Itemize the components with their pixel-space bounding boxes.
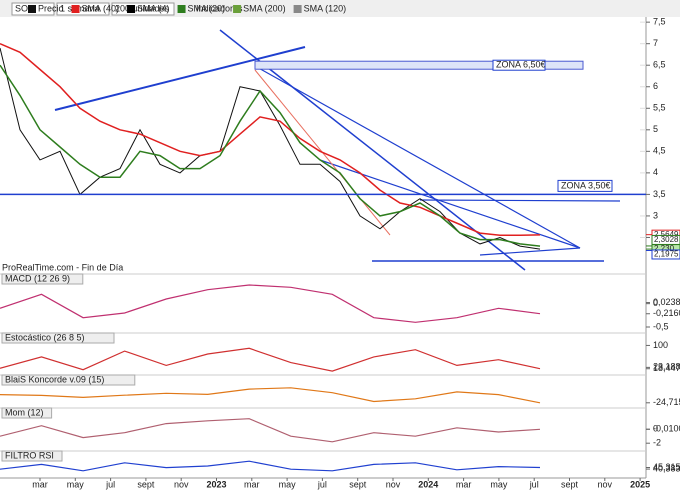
y-tick-label: -2 <box>653 438 661 448</box>
legend-label: SMA (200) <box>243 3 286 13</box>
trend-line <box>319 159 581 249</box>
legend-swatch <box>233 5 242 13</box>
panel-title: Estocástico (26 8 5) <box>5 332 85 342</box>
x-tick-label: sept <box>561 479 579 489</box>
x-tick-label: sept <box>137 479 155 489</box>
indicator-line <box>0 387 541 404</box>
y-tick-label: 0 <box>653 424 658 434</box>
y-tick-label: 100 <box>653 340 668 350</box>
legend-label: SMA (4) <box>137 3 170 13</box>
y-tick-label: 45,315 <box>653 462 680 472</box>
legend-swatch <box>28 5 36 13</box>
x-tick-label: may <box>490 479 508 489</box>
x-tick-label: mar <box>244 479 260 489</box>
y-tick-label: 7 <box>653 38 658 48</box>
price-label: 2,1975 <box>654 250 679 259</box>
zone-band <box>254 60 584 70</box>
series-line <box>0 47 541 250</box>
x-tick-label: nov <box>174 479 189 489</box>
x-tick-label: jul <box>317 479 327 489</box>
indicator-line <box>0 418 541 443</box>
legend-swatch <box>293 5 302 13</box>
y-tick-label: -0,5 <box>653 321 669 331</box>
x-tick-label: jul <box>529 479 539 489</box>
y-tick-label: 3,5 <box>653 189 666 199</box>
trend-line <box>254 65 581 249</box>
zone-label-box <box>557 179 613 192</box>
y-tick-label: 5,5 <box>653 103 666 113</box>
price-label: 2,3028 <box>654 235 679 244</box>
source: ProRealTime.com - Fin de Día <box>2 262 123 272</box>
x-tick-label: mar <box>456 479 472 489</box>
x-tick-label: may <box>279 479 297 489</box>
legend-label: SMA (40) <box>82 3 120 13</box>
y-tick-label: 4,5 <box>653 146 666 156</box>
y-tick-label: 0 <box>653 298 658 308</box>
legend-swatch <box>127 5 136 13</box>
x-tick-label: 2023 <box>206 479 226 489</box>
x-tick-label: jul <box>105 479 115 489</box>
panel-label-box <box>1 332 115 344</box>
x-tick-label: nov <box>598 479 613 489</box>
period[interactable]: 1 semana <box>60 3 100 13</box>
y-tick-label: 6 <box>653 81 658 91</box>
y-tick-label: 7,5 <box>653 17 666 27</box>
panel-label-box <box>1 273 84 285</box>
indicator-line <box>0 460 541 472</box>
y-tick-label: 3 <box>653 210 658 220</box>
y-tick-label: -0,0100 <box>653 424 680 434</box>
y-tick-label: 6,5 <box>653 60 666 70</box>
symbol[interactable]: SOL <box>15 3 33 13</box>
y-tick-label: 5 <box>653 124 658 134</box>
indicator-line <box>0 284 541 323</box>
panel-label-box <box>1 374 136 386</box>
period-box[interactable] <box>56 2 110 16</box>
x-tick-label: 2025 <box>630 479 650 489</box>
x-tick-label: may <box>67 479 85 489</box>
legend-label: SMA (120) <box>304 3 347 13</box>
y-tick-label: 18,447 <box>653 363 680 373</box>
legend-label: Precio <box>38 3 64 13</box>
legend-swatch <box>177 5 186 13</box>
y-tick-label: -0,2160 <box>653 308 680 318</box>
units[interactable]: 200 unidades <box>115 3 170 13</box>
price-label-box <box>651 249 680 260</box>
indicators-button[interactable]: Indicadores <box>196 3 243 13</box>
price-label: 2,5649 <box>654 230 679 239</box>
zone-label-box <box>492 59 546 71</box>
panel-label-box <box>1 407 53 419</box>
panel-title: FILTRO RSI <box>5 450 54 460</box>
price-label: 2,230 <box>654 244 675 253</box>
zone-label: ZONA 3,50€ <box>561 180 611 190</box>
series-line <box>0 43 541 237</box>
legend-swatch <box>71 5 80 13</box>
y-tick-label: 0,0238 <box>653 297 680 307</box>
indicator-line <box>0 347 541 372</box>
trend-line <box>479 247 581 256</box>
panel-title: BlaiS Koncorde v.09 (15) <box>5 374 104 384</box>
panel-label-box <box>1 450 63 462</box>
x-tick-label: sept <box>349 479 367 489</box>
zone-label: ZONA 6,50€ <box>496 60 546 70</box>
x-tick-label: nov <box>386 479 401 489</box>
trend-line <box>419 199 621 202</box>
series-line <box>0 64 541 247</box>
panel-title: Mom (12) <box>5 407 44 417</box>
y-tick-label: 4 <box>653 167 658 177</box>
x-tick-label: 2024 <box>418 479 438 489</box>
y-tick-label: 23,188 <box>653 362 680 372</box>
y-tick-label: 40,383 <box>653 463 680 473</box>
x-tick-label: mar <box>32 479 48 489</box>
legend-label: SMA (20) <box>188 3 226 13</box>
trend-line <box>54 46 306 111</box>
y-tick-label: -24,715 <box>653 397 680 407</box>
panel-title: MACD (12 26 9) <box>5 273 70 283</box>
